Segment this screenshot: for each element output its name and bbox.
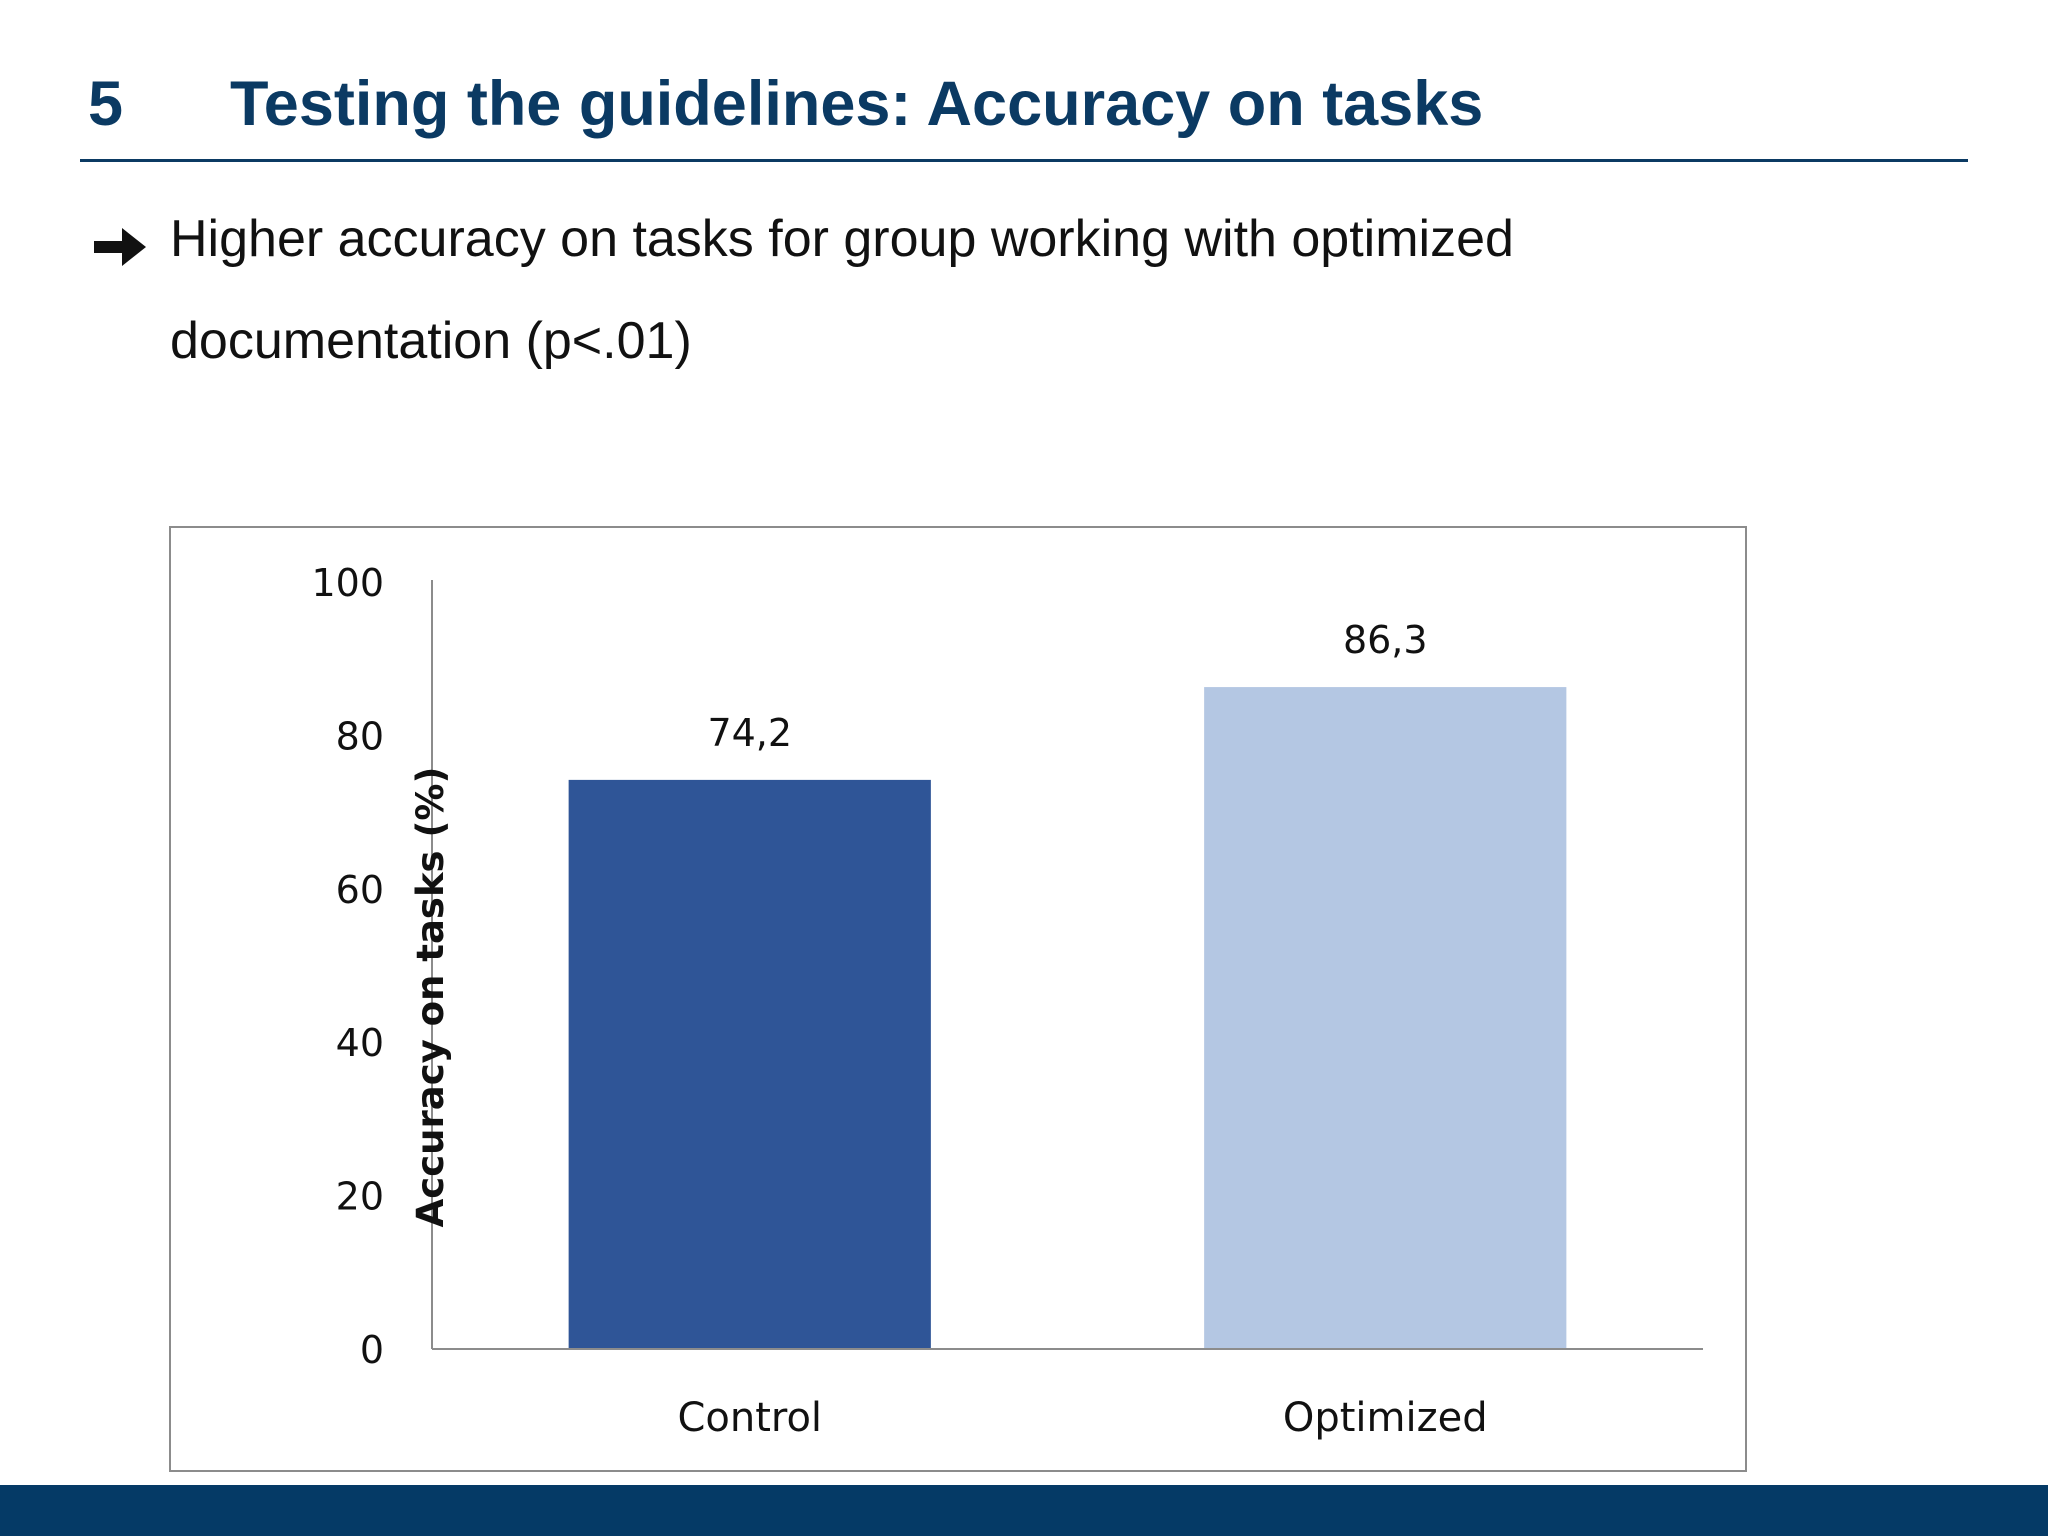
value-labels: 74,2 86,3 bbox=[707, 618, 1427, 755]
y-tick-label: 20 bbox=[336, 1175, 384, 1219]
bar-optimized bbox=[1204, 687, 1567, 1349]
x-tick-label: Optimized bbox=[1283, 1395, 1488, 1441]
y-axis: 0 20 40 60 80 100 bbox=[311, 561, 433, 1372]
chart-canvas: 0 20 40 60 80 100 74,2 86,3 Control Optimized A… bbox=[311, 561, 1703, 1441]
bars bbox=[568, 687, 1567, 1349]
title-divider bbox=[80, 159, 1968, 162]
y-tick-label: 80 bbox=[336, 714, 384, 758]
y-axis-title: Accuracy on tasks (%) bbox=[409, 767, 452, 1228]
y-tick-label: 60 bbox=[336, 868, 384, 912]
value-label: 74,2 bbox=[707, 711, 792, 755]
y-tick-label: 100 bbox=[311, 561, 384, 605]
bar-control bbox=[568, 779, 931, 1349]
slide-title: Testing the guidelines: Accuracy on task… bbox=[230, 69, 1484, 139]
bar-chart: 0 20 40 60 80 100 74,2 86,3 Control Optimized A… bbox=[169, 526, 1747, 1472]
y-tick-label: 0 bbox=[360, 1328, 384, 1372]
y-tick-label: 40 bbox=[336, 1021, 384, 1065]
slide-header: 5 Testing the guidelines: Accuracy on ta… bbox=[80, 60, 1970, 160]
value-label: 86,3 bbox=[1343, 618, 1428, 662]
footer-bar bbox=[0, 1485, 2048, 1536]
x-axis: Control Optimized bbox=[432, 1348, 1703, 1441]
section-number: 5 bbox=[88, 69, 124, 139]
x-tick-label: Control bbox=[677, 1395, 822, 1441]
bullet-text: Higher accuracy on tasks for group worki… bbox=[170, 210, 1514, 370]
arrow-right-icon bbox=[94, 228, 146, 266]
